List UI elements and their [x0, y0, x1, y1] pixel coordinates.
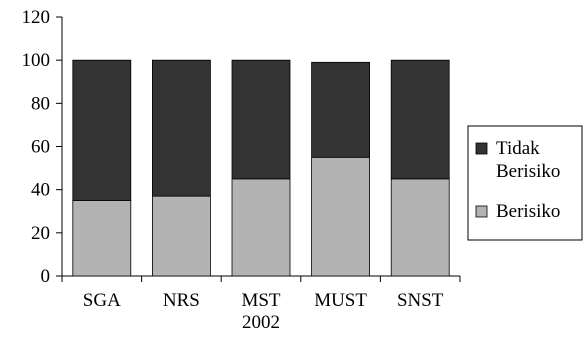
- legend-swatch: [475, 205, 488, 218]
- bar-segment-tidak-berisiko: [231, 59, 291, 180]
- bar-segment-tidak-berisiko: [151, 59, 211, 197]
- bars: [72, 59, 450, 277]
- bar-segment-tidak-berisiko: [72, 59, 132, 201]
- legend-label: Tidak: [496, 138, 540, 159]
- legend-label: Berisiko: [496, 161, 560, 182]
- y-tick-label: 100: [22, 50, 51, 71]
- y-tick-label: 20: [31, 223, 50, 244]
- bar-segment-berisiko: [390, 178, 450, 277]
- bar-segment-tidak-berisiko: [390, 59, 450, 180]
- x-category-label: SGA: [83, 290, 121, 311]
- y-tick-label: 40: [31, 180, 50, 201]
- y-tick-label: 120: [22, 7, 51, 28]
- x-category-label: MST: [241, 290, 280, 311]
- bar-segment-tidak-berisiko: [311, 61, 371, 158]
- y-tick-label: 80: [31, 93, 50, 114]
- bar-segment-berisiko: [231, 178, 291, 277]
- y-tick-label: 0: [41, 266, 51, 287]
- x-category-label: MUST: [314, 290, 367, 311]
- bar-segment-berisiko: [72, 200, 132, 277]
- bar-segment-berisiko: [311, 156, 371, 277]
- x-category-label: 2002: [242, 312, 280, 333]
- x-category-label: NRS: [163, 290, 200, 311]
- bar-segment-berisiko: [151, 195, 211, 277]
- legend-swatch: [475, 142, 488, 155]
- x-category-label: SNST: [397, 290, 444, 311]
- y-tick-label: 60: [31, 137, 50, 158]
- y-axis: 0 20 40 60 80 100 120: [22, 7, 63, 287]
- legend-label: Berisiko: [496, 201, 560, 222]
